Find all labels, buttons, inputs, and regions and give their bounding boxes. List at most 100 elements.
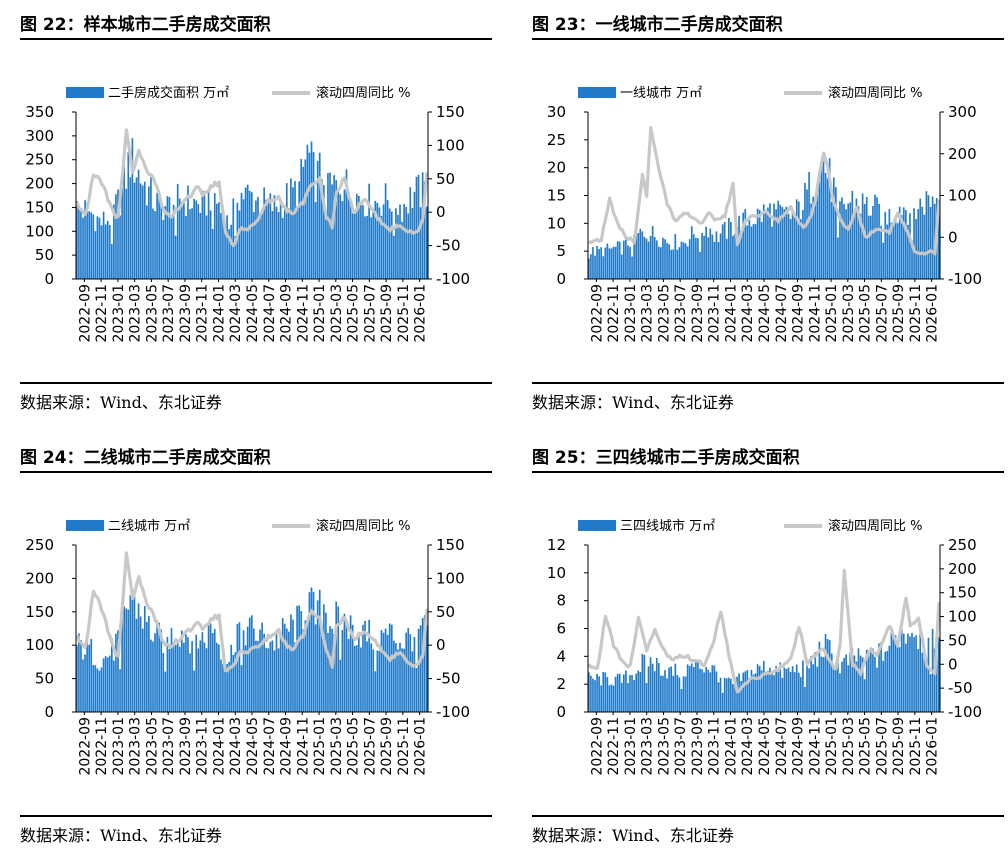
left-tick-label: 20 — [547, 159, 566, 177]
bar — [826, 178, 829, 279]
bar — [612, 246, 615, 279]
left-tick-label: 150 — [25, 198, 54, 216]
x-tick-label: 2025-03 — [841, 717, 857, 776]
bar — [808, 171, 810, 279]
bar — [197, 648, 200, 712]
bar — [166, 636, 169, 712]
bar — [622, 674, 625, 712]
bar — [690, 226, 693, 279]
bar — [894, 218, 897, 279]
bar — [94, 231, 97, 279]
bar — [131, 138, 134, 279]
bar — [767, 207, 769, 279]
bar — [397, 649, 399, 712]
bar — [331, 628, 333, 712]
x-tick-label: 2025-09 — [891, 717, 907, 776]
bar — [682, 676, 685, 712]
bar — [651, 225, 654, 279]
bar — [205, 648, 208, 712]
figure-title: 图 25：三四线城市二手房成交面积 — [532, 448, 800, 468]
bar — [625, 237, 627, 279]
bar — [797, 201, 800, 279]
left-tick-label: 30 — [547, 103, 566, 121]
bar — [135, 618, 138, 712]
bar — [423, 615, 426, 712]
bar — [835, 187, 837, 279]
bar — [166, 196, 169, 279]
bar — [598, 676, 600, 712]
bar — [870, 647, 872, 712]
figure-panel-24: 图 24：二线城市二手房成交面积 二线城市 万㎡ 滚动四周同比 % 0 50 100 15… — [20, 443, 492, 853]
bar — [898, 206, 901, 279]
bar — [841, 661, 843, 712]
bar — [211, 229, 214, 279]
bar — [736, 676, 738, 712]
bar — [290, 178, 292, 279]
bar — [762, 204, 765, 279]
bar — [590, 254, 592, 279]
bar — [238, 622, 241, 712]
bar — [925, 191, 928, 279]
bar — [664, 239, 666, 279]
bar — [209, 210, 212, 279]
left-tick-label: 150 — [25, 603, 54, 621]
bar — [401, 221, 403, 279]
bar — [614, 676, 617, 712]
bar — [253, 628, 255, 712]
bar — [164, 206, 167, 279]
bar — [872, 648, 874, 712]
bar — [917, 209, 920, 279]
bar — [162, 220, 165, 279]
bar — [372, 649, 375, 712]
source-note: 数据来源：Wind、东北证券 — [532, 393, 734, 412]
bar — [723, 677, 726, 712]
bar — [800, 677, 802, 712]
x-tick-label: 2024-11 — [295, 717, 311, 776]
bar — [777, 669, 780, 712]
bar — [364, 216, 366, 279]
left-tick-label: 350 — [25, 103, 54, 121]
bar — [909, 213, 911, 279]
bar — [600, 685, 603, 712]
bar — [651, 663, 654, 712]
bar — [618, 241, 621, 279]
legend-line-label: 滚动四周同比 % — [316, 85, 411, 101]
bar — [318, 152, 321, 279]
bar — [201, 632, 204, 712]
x-tick-label: 2023-01 — [623, 284, 639, 343]
x-tick-label: 2026-01 — [413, 717, 429, 776]
bar — [341, 629, 344, 712]
bar — [88, 211, 91, 279]
bar — [242, 630, 245, 712]
bar — [682, 242, 685, 279]
bar — [680, 241, 683, 279]
bar — [139, 616, 142, 712]
bar — [403, 203, 405, 279]
left-tick-label: 50 — [35, 246, 54, 264]
bar — [647, 241, 650, 279]
bar — [884, 211, 887, 279]
bar — [312, 152, 315, 279]
bar — [345, 625, 348, 712]
figure-title: 图 22：样本城市二手房成交面积 — [20, 15, 271, 35]
bar — [224, 660, 226, 712]
bar — [90, 212, 93, 279]
bar — [343, 613, 346, 712]
bar — [707, 237, 710, 279]
bar — [393, 235, 395, 279]
left-tick-label: 12 — [547, 536, 566, 554]
bar — [670, 666, 672, 712]
bar — [372, 212, 375, 279]
bar — [919, 631, 922, 712]
bar — [853, 655, 856, 712]
bar — [711, 665, 714, 712]
bar — [935, 656, 938, 712]
bar — [795, 664, 798, 712]
x-tick-label: 2025-05 — [346, 717, 362, 776]
bar — [115, 194, 117, 279]
bar — [405, 632, 408, 712]
bar — [643, 236, 646, 279]
bar — [244, 187, 247, 279]
bar — [84, 654, 86, 712]
x-tick-label: 2026-01 — [925, 284, 941, 343]
